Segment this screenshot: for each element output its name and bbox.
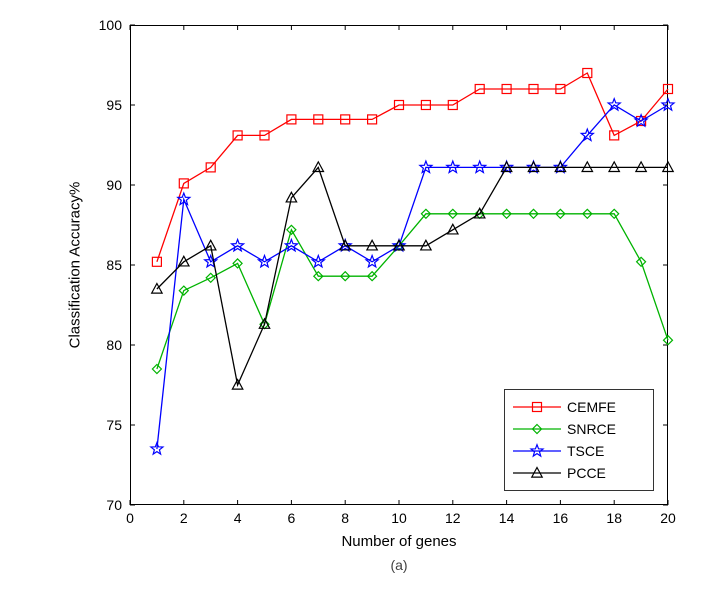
svg-text:0: 0 [126,510,134,526]
svg-text:14: 14 [499,510,515,526]
svg-text:90: 90 [106,177,122,193]
chart-stage: 0 2 4 6 8 10 12 14 16 18 20 70 75 80 85 90 95 100 Classif… [0,0,720,598]
subplot-caption: (a) [390,557,407,573]
svg-text:75: 75 [106,417,122,433]
legend-label: SNRCE [567,421,616,437]
svg-text:16: 16 [553,510,569,526]
svg-text:10: 10 [391,510,407,526]
legend-row: CEMFE [513,396,645,418]
svg-text:8: 8 [341,510,349,526]
svg-text:18: 18 [606,510,622,526]
legend-label: TSCE [567,443,604,459]
svg-text:20: 20 [660,510,676,526]
svg-text:80: 80 [106,337,122,353]
svg-text:95: 95 [106,97,122,113]
x-axis-label: Number of genes [341,533,456,550]
svg-text:85: 85 [106,257,122,273]
svg-text:4: 4 [234,510,242,526]
legend-swatch [513,396,561,418]
y-axis-label: Classification Accuracy% [67,182,84,349]
legend-label: PCCE [567,465,606,481]
legend-label: CEMFE [567,399,616,415]
svg-text:2: 2 [180,510,188,526]
svg-text:100: 100 [99,17,123,33]
legend-row: TSCE [513,440,645,462]
legend-swatch [513,418,561,440]
legend-swatch [513,440,561,462]
legend-swatch [513,462,561,484]
legend: CEMFE SNRCE TSCE PCCE [504,389,654,491]
plot-wrap: 0 2 4 6 8 10 12 14 16 18 20 70 75 80 85 90 95 100 Classif… [50,15,690,555]
legend-row: PCCE [513,462,645,484]
svg-text:6: 6 [288,510,296,526]
svg-text:12: 12 [445,510,461,526]
legend-row: SNRCE [513,418,645,440]
svg-text:70: 70 [106,497,122,513]
